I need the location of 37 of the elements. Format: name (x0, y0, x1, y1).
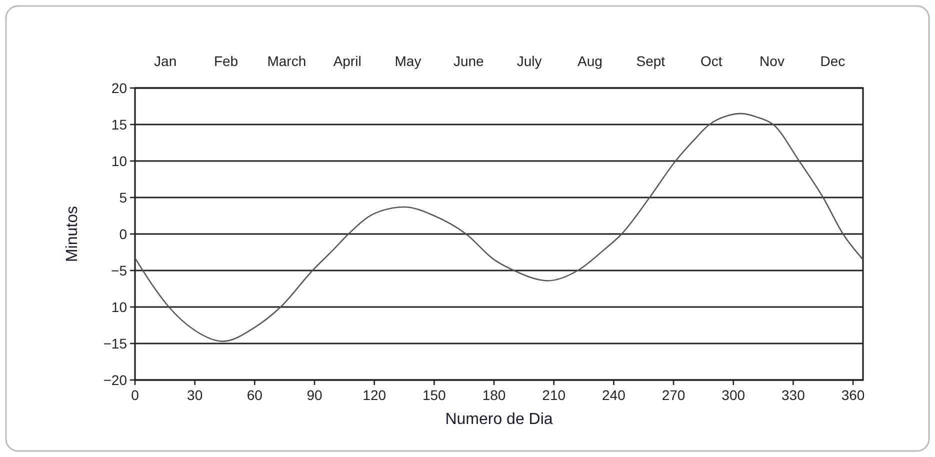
y-tick-label: 0 (119, 226, 128, 242)
y-tick-label: 5 (119, 190, 128, 206)
text: Oct (700, 53, 722, 69)
x-tick-label: 0 (131, 387, 140, 403)
y-tick-label: −15 (103, 336, 128, 352)
y-tick-label: 10 (111, 299, 128, 315)
x-tick-label: 30 (187, 387, 203, 403)
text: Feb (214, 53, 238, 69)
x-axis-title: Numero de Dia (445, 411, 553, 428)
text: May (394, 53, 422, 69)
x-tick-label: 150 (422, 387, 446, 403)
x-tick-label: 210 (542, 387, 566, 403)
y-tick-label: 10 (111, 153, 128, 169)
y-axis-title: Minutos (64, 206, 81, 262)
x-tick-label: 180 (482, 387, 506, 403)
x-tick-label: 90 (306, 387, 323, 403)
y-tick-label: 20 (111, 80, 128, 96)
text: April (333, 53, 362, 69)
x-tick-label: 120 (362, 387, 386, 403)
x-tick-label: 360 (841, 387, 865, 403)
x-tick-label: 330 (782, 387, 806, 403)
text: Sept (636, 53, 666, 69)
text: June (453, 53, 484, 69)
text: July (516, 53, 542, 69)
x-tick-label: 240 (602, 387, 626, 403)
text: Jan (154, 53, 177, 69)
y-tick-label: −20 (103, 372, 128, 388)
line-series (134, 112, 864, 342)
text: Aug (578, 53, 602, 69)
text: Nov (760, 53, 784, 69)
text: March (267, 53, 306, 69)
x-tick-label: 60 (246, 387, 263, 403)
y-tick-label: −5 (111, 262, 128, 278)
x-tick-label: 270 (662, 387, 686, 403)
x-tick-label: 300 (722, 387, 746, 403)
text: Dec (820, 53, 846, 69)
y-tick-label: 15 (111, 116, 128, 132)
